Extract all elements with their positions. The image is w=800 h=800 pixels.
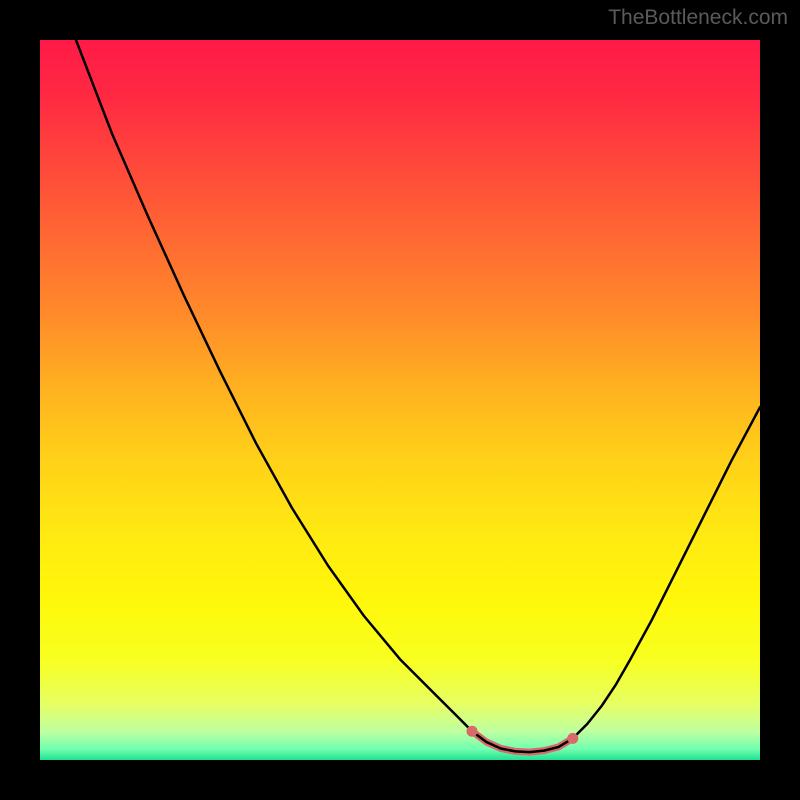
highlight-dot-start [467, 726, 478, 737]
plot-area [40, 40, 760, 760]
chart-container: TheBottleneck.com [0, 0, 800, 800]
watermark-text: TheBottleneck.com [608, 6, 788, 30]
bottleneck-curve [76, 40, 760, 752]
curve-layer [40, 40, 760, 760]
highlight-dot-end [567, 733, 578, 744]
